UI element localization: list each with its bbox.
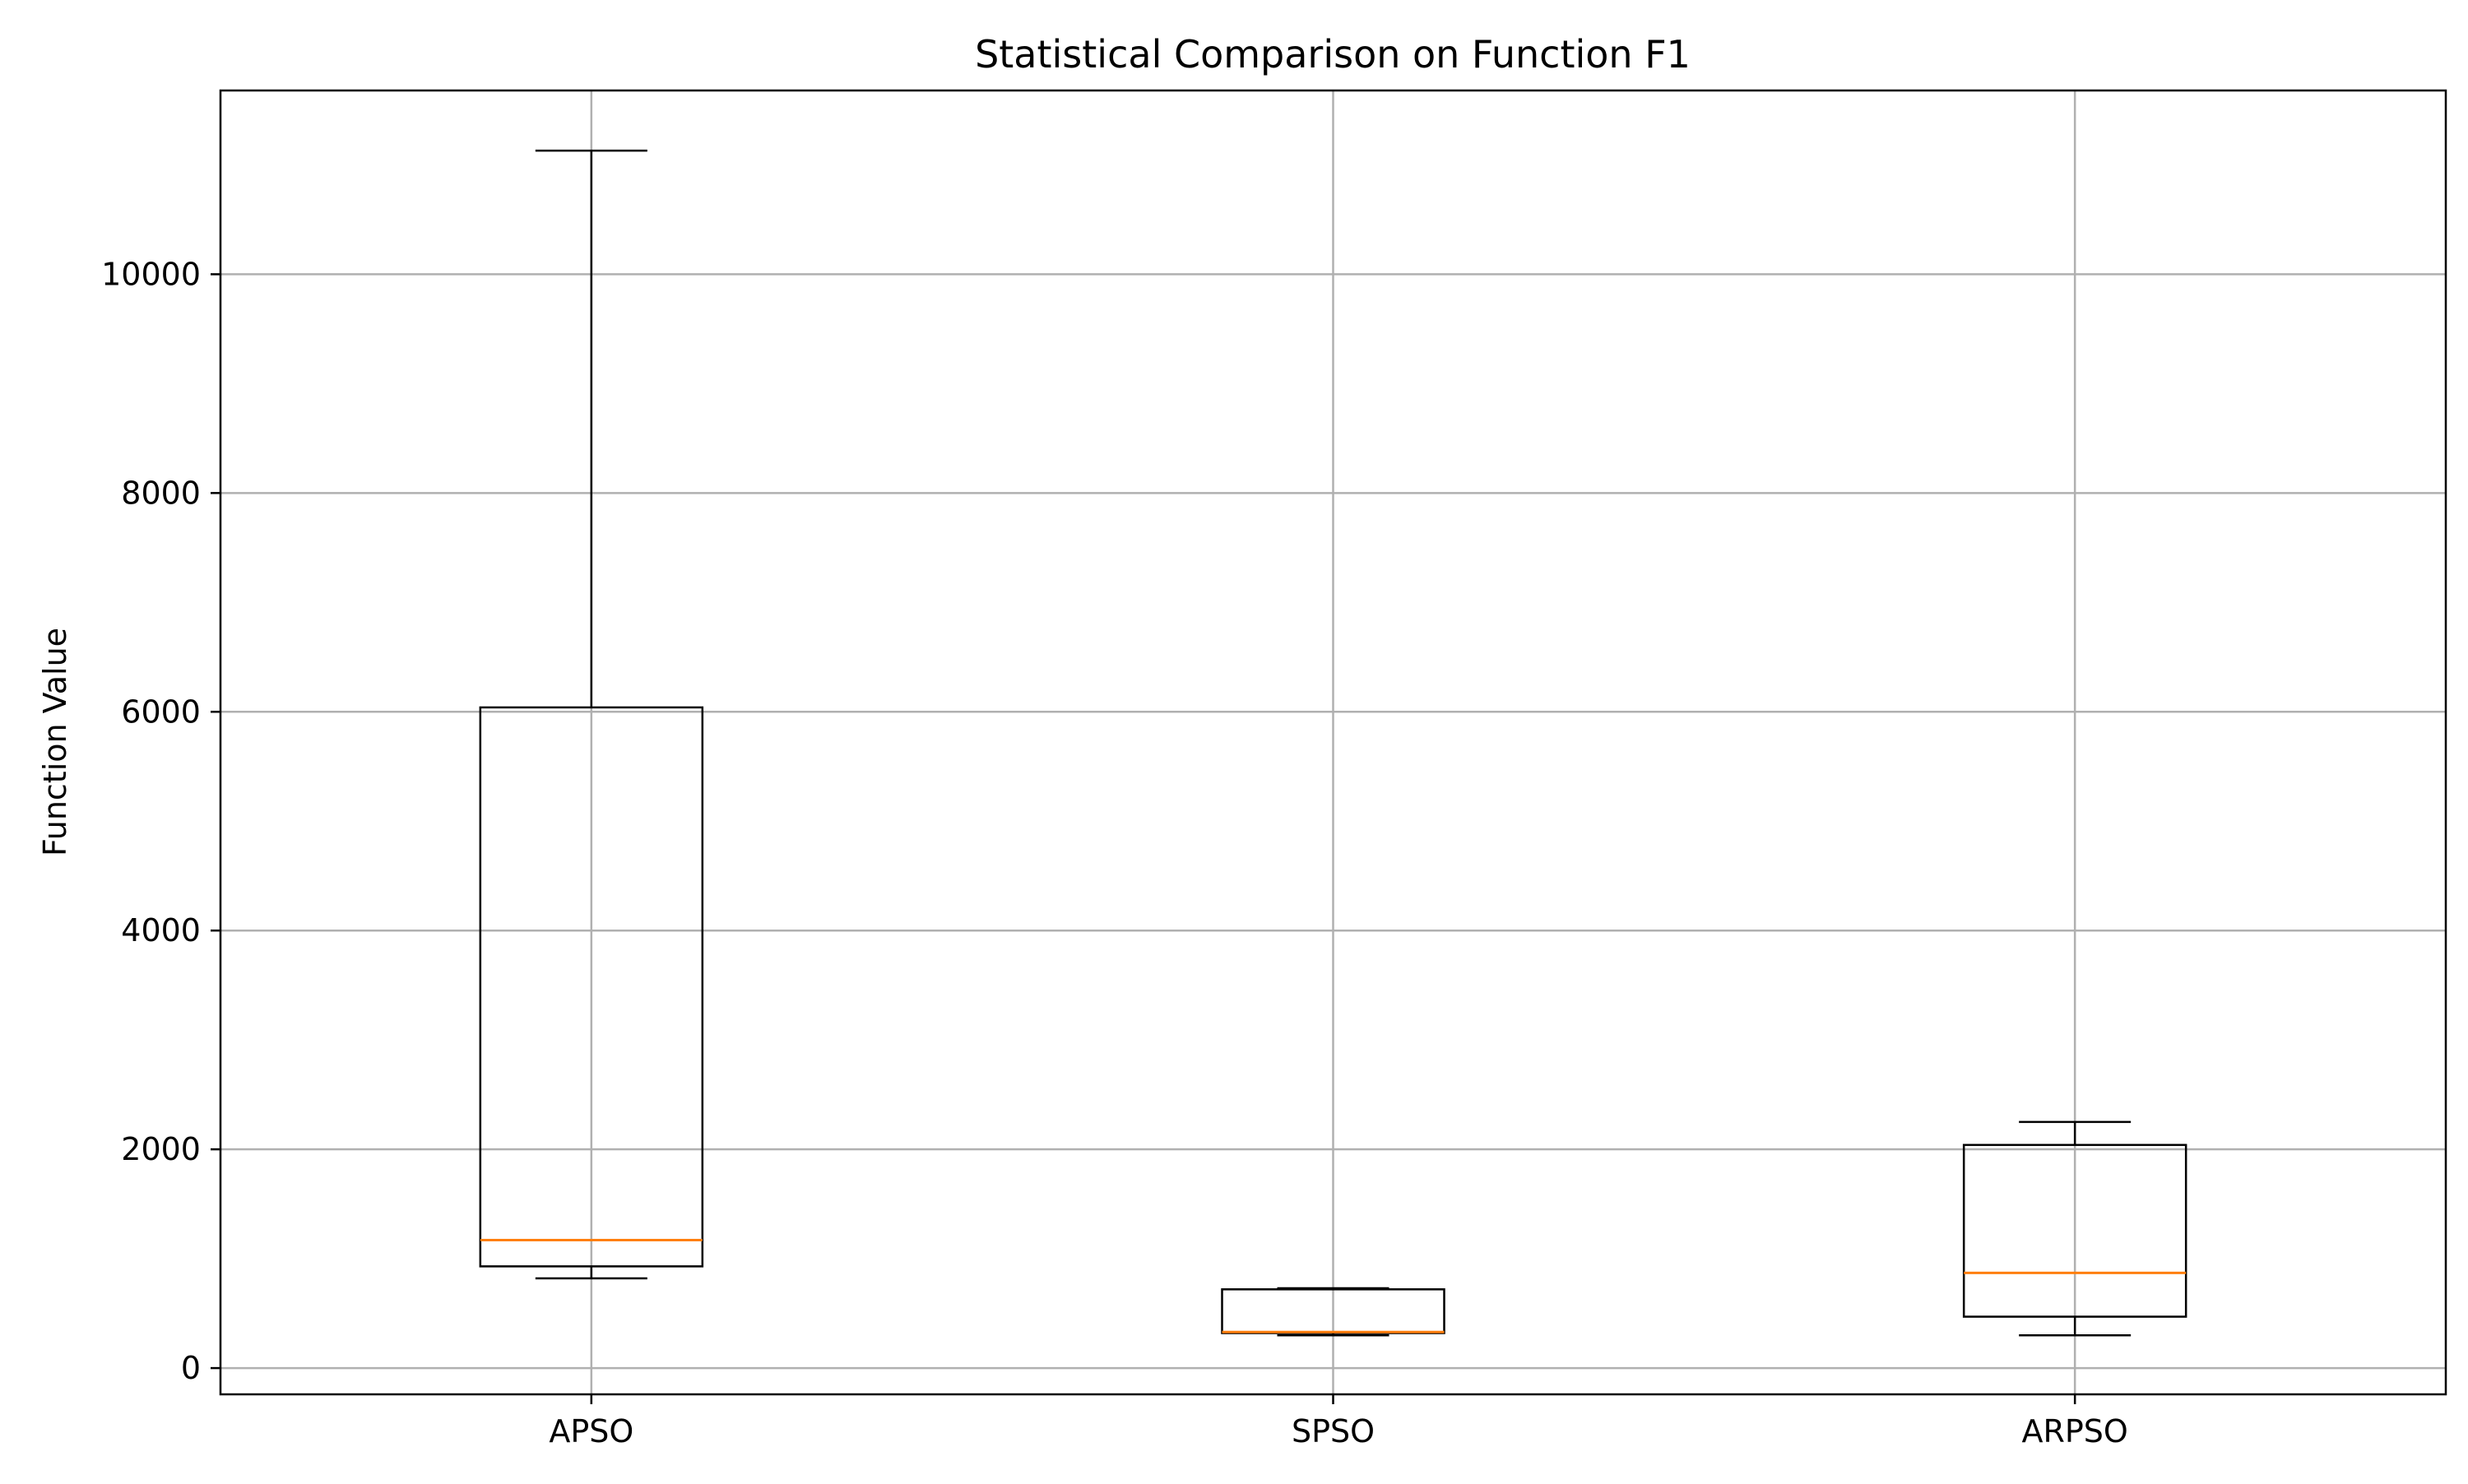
grid-lines xyxy=(220,90,2446,1394)
x-axis-ticks: APSO SPSO ARPSO xyxy=(549,1394,2128,1449)
box-apso xyxy=(479,149,704,1280)
y-tick-label: 10000 xyxy=(101,256,201,292)
y-axis-label: Function Value xyxy=(37,628,73,856)
y-tick-label: 6000 xyxy=(121,693,201,730)
box-arpso xyxy=(1962,1120,2187,1337)
x-tick-label: APSO xyxy=(549,1413,633,1449)
y-axis-ticks: 0 2000 4000 6000 8000 10000 xyxy=(101,256,220,1386)
x-tick-label: ARPSO xyxy=(2021,1413,2127,1449)
box-series xyxy=(479,149,2187,1337)
chart-title: Statistical Comparison on Function F1 xyxy=(975,32,1691,77)
y-tick-label: 2000 xyxy=(121,1131,201,1167)
y-tick-label: 0 xyxy=(181,1350,201,1386)
y-tick-label: 4000 xyxy=(121,912,201,948)
box-spso xyxy=(1221,1287,1445,1337)
y-tick-label: 8000 xyxy=(121,475,201,511)
box-iqr xyxy=(1962,1143,2187,1318)
x-tick-label: SPSO xyxy=(1292,1413,1375,1449)
box-iqr xyxy=(479,706,704,1268)
